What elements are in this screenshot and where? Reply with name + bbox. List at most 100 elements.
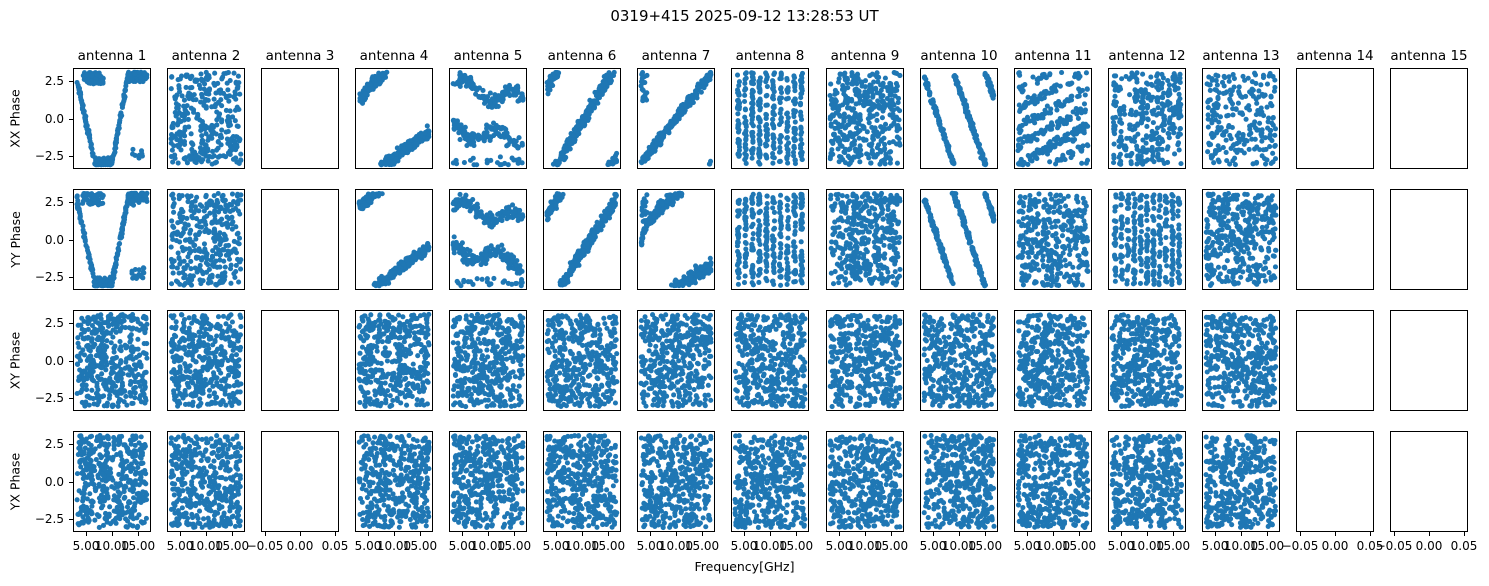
xtick-label: 10.00 [94,539,130,553]
xtick-label: 10.00 [470,539,506,553]
ytick-label: 0.0 [44,112,64,126]
column-title-antenna-14: antenna 14 [1296,48,1374,64]
xtick-label: 0.00 [286,539,314,553]
scatter-canvas [827,190,903,289]
column-title-antenna-15: antenna 15 [1390,48,1468,64]
xtick-label: 0.05 [1450,539,1478,553]
xtick-mark [891,532,892,536]
subplot-xy-antenna-11 [1014,310,1092,411]
scatter-canvas [356,190,432,289]
ytick-label: 2.5 [44,195,64,209]
ytick-label: 2.5 [44,74,64,88]
xtick-label: 15.00 [967,539,1003,553]
xtick-label: 5.00 [1107,539,1135,553]
xtick-mark [368,532,369,536]
subplot-xx-antenna-15 [1390,68,1468,169]
scatter-canvas [1015,190,1091,289]
subplot-yx-antenna-9 [826,431,904,532]
subplot-yx-antenna-4 [355,431,433,532]
xtick-mark [394,532,395,536]
xtick-label: 15.00 [496,539,532,553]
xtick-label: 15.00 [1155,539,1191,553]
xtick-label: 5.00 [636,539,664,553]
subplot-xx-antenna-1 [73,68,151,169]
ytick-label: 0.0 [44,475,64,489]
subplot-yy-antenna-12 [1108,189,1186,290]
xtick-mark [865,532,866,536]
column-title-antenna-13: antenna 13 [1202,48,1280,64]
xtick-label: 10.00 [752,539,788,553]
xtick-mark [1429,532,1430,536]
subplot-yy-antenna-6 [543,189,621,290]
xtick-label: 0.05 [321,539,349,553]
xtick-mark [1464,532,1465,536]
xtick-label: −0.05 [246,539,284,553]
scatter-canvas [638,190,714,289]
xtick-label: 5.00 [825,539,853,553]
subplot-xx-antenna-9 [826,68,904,169]
xtick-label: 10.00 [941,539,977,553]
subplot-yx-antenna-15 [1390,431,1468,532]
xtick-mark [650,532,651,536]
subplot-xy-antenna-1 [73,310,151,411]
xtick-mark [1300,532,1301,536]
subplot-xx-antenna-10 [920,68,998,169]
scatter-canvas [74,311,150,410]
scatter-canvas [1109,432,1185,531]
subplot-xx-antenna-3 [261,68,339,169]
scatter-canvas [1203,311,1279,410]
xtick-label: 10.00 [188,539,224,553]
xtick-mark [1053,532,1054,536]
xtick-mark [702,532,703,536]
scatter-canvas [732,311,808,410]
subplot-yx-antenna-5 [449,431,527,532]
scatter-canvas [1203,69,1279,168]
subplot-xx-antenna-13 [1202,68,1280,169]
xtick-mark [556,532,557,536]
subplot-xx-antenna-7 [637,68,715,169]
subplot-yy-antenna-3 [261,189,339,290]
scatter-canvas [450,69,526,168]
subplot-xx-antenna-11 [1014,68,1092,169]
xtick-label: 15.00 [778,539,814,553]
xtick-mark [232,532,233,536]
subplot-xy-antenna-10 [920,310,998,411]
xtick-mark [1027,532,1028,536]
xtick-mark [335,532,336,536]
xtick-label: 15.00 [1061,539,1097,553]
scatter-canvas [544,190,620,289]
xtick-mark [1079,532,1080,536]
scatter-canvas [544,69,620,168]
subplot-yx-antenna-13 [1202,431,1280,532]
subplot-xy-antenna-14 [1296,310,1374,411]
figure-title: 0319+415 2025-09-12 13:28:53 UT [610,7,879,25]
xtick-label: 15.00 [402,539,438,553]
xtick-mark [744,532,745,536]
xtick-mark [1335,532,1336,536]
scatter-canvas [450,190,526,289]
xtick-mark [796,532,797,536]
scatter-canvas [168,311,244,410]
row-label-text: YX Phase [7,452,23,511]
xtick-label: 0.00 [1415,539,1443,553]
ytick-mark [69,361,73,362]
xtick-label: 10.00 [564,539,600,553]
subplot-yy-antenna-10 [920,189,998,290]
subplot-yx-antenna-8 [731,431,809,532]
xtick-label: 10.00 [1129,539,1165,553]
scatter-canvas [1015,69,1091,168]
subplot-yy-antenna-15 [1390,189,1468,290]
ytick-mark [69,277,73,278]
xtick-mark [770,532,771,536]
xtick-label: 5.00 [72,539,100,553]
column-title-antenna-12: antenna 12 [1108,48,1186,64]
ytick-label: −2.5 [34,270,64,284]
subplot-yx-antenna-10 [920,431,998,532]
xtick-label: 15.00 [684,539,720,553]
scatter-canvas [827,69,903,168]
xtick-mark [420,532,421,536]
column-title-antenna-8: antenna 8 [735,48,805,64]
subplot-yy-antenna-7 [637,189,715,290]
ytick-mark [69,444,73,445]
